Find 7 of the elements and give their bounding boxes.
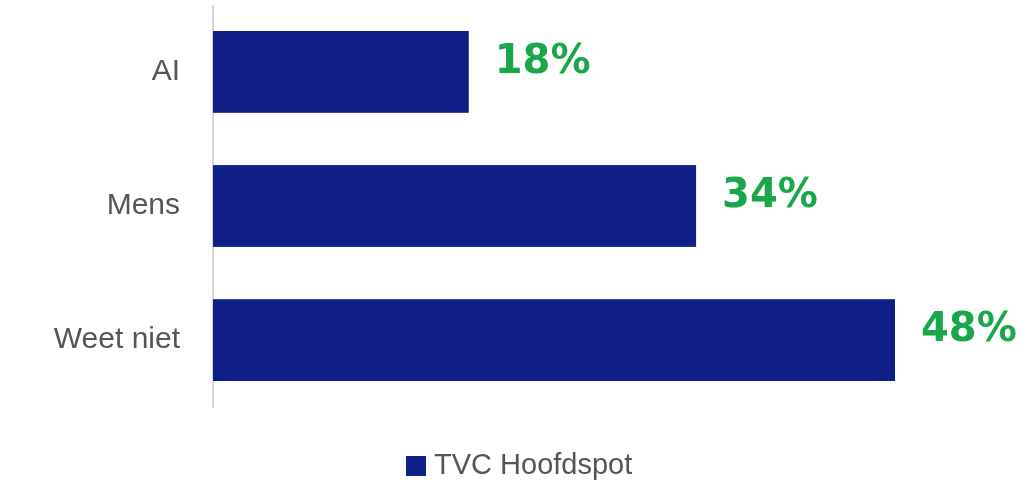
data-label: 48% [921, 304, 1017, 351]
data-label: 18% [494, 35, 591, 82]
y-tick-label: Weet niet [53, 321, 181, 355]
legend-label: TVC Hoofdspot [434, 447, 633, 480]
data-label: 34% [722, 170, 818, 216]
y-tick-label: AI [151, 52, 180, 86]
y-tick-label: Mens [106, 186, 180, 220]
